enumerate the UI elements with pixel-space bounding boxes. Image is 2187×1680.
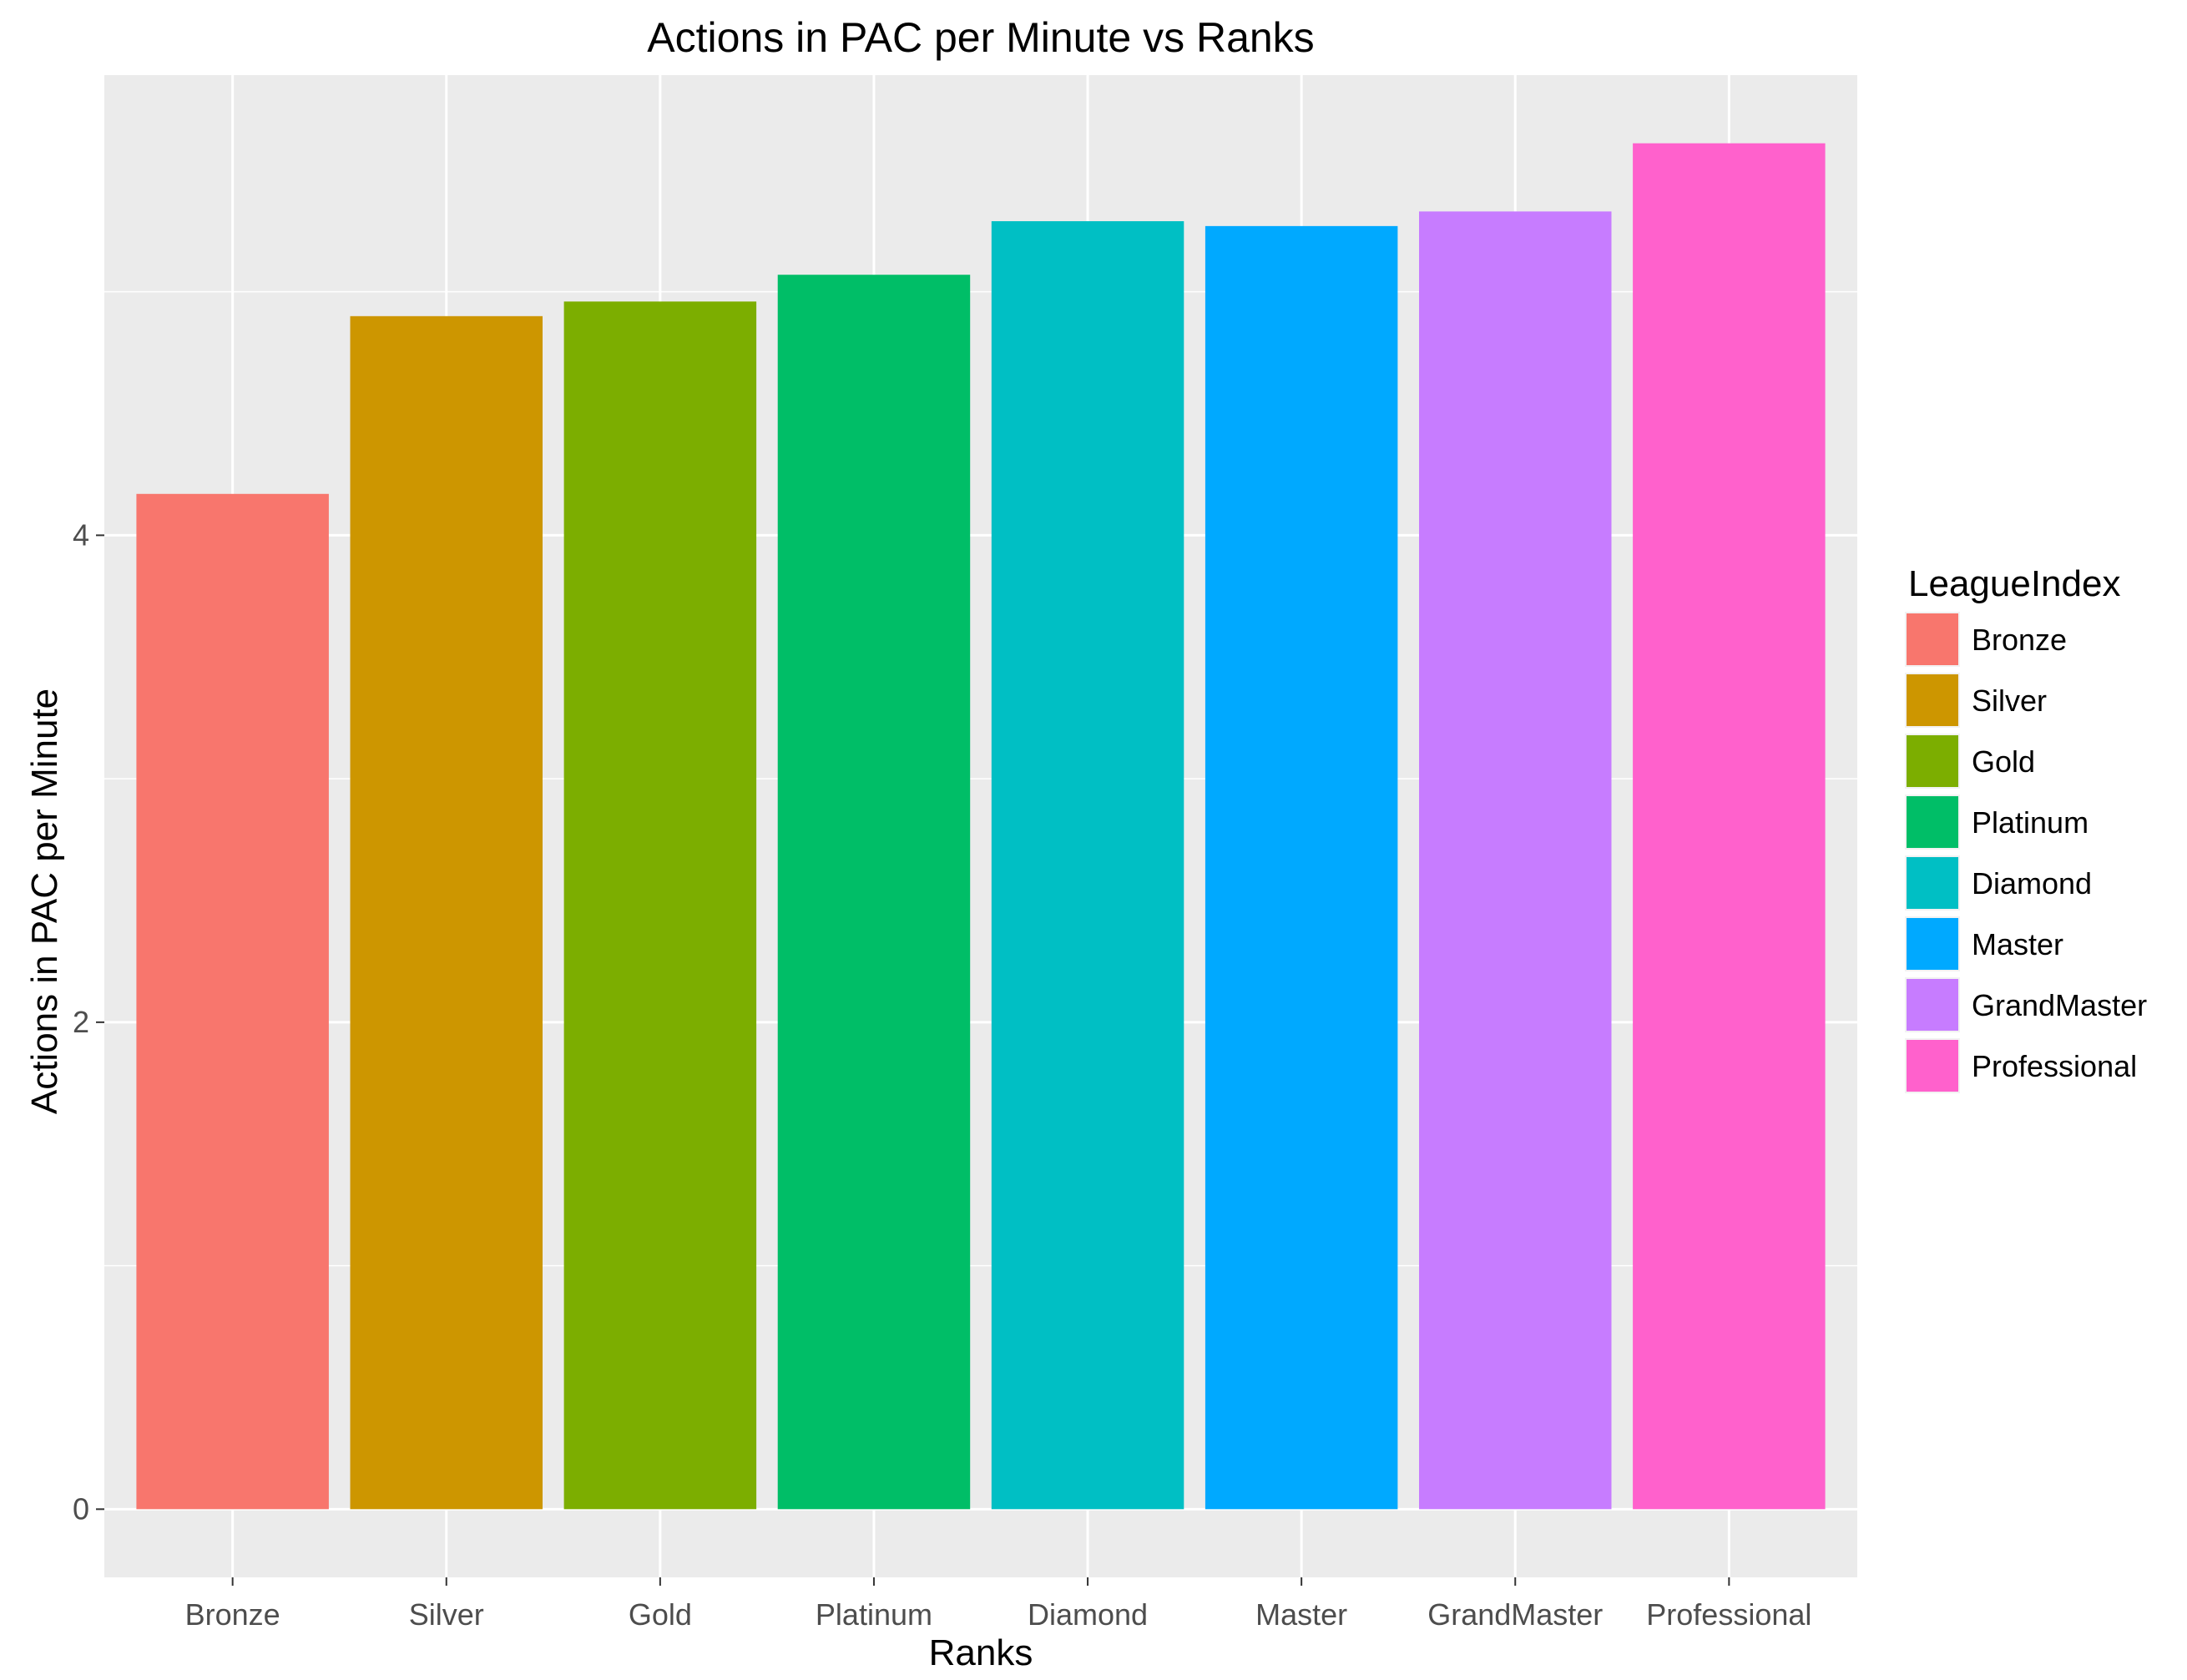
legend-swatch-gold: [1907, 735, 1958, 787]
legend-label: GrandMaster: [1972, 988, 2147, 1022]
bars: [136, 143, 1826, 1510]
legend-items: Bronze Silver Gold Platinum Diamond Master Gra…: [1905, 612, 2147, 1093]
x-tick-label: Master: [1255, 1597, 1347, 1632]
legend-swatch-diamond: [1907, 857, 1958, 909]
y-tick-label: 0: [73, 1491, 89, 1526]
legend-swatch-grandmaster: [1907, 979, 1958, 1031]
y-axis-title: Actions in PAC per Minute: [24, 689, 65, 1114]
x-tick-label: Silver: [409, 1597, 484, 1632]
y-axis: 0 2 4: [73, 517, 104, 1526]
x-tick-label: GrandMaster: [1427, 1597, 1603, 1632]
legend-label: Platinum: [1972, 805, 2089, 840]
legend-swatch-bronze: [1907, 613, 1958, 665]
x-axis: Bronze Silver Gold Platinum Diamond Master Gra…: [185, 1577, 1811, 1632]
legend-swatch-master: [1907, 918, 1958, 970]
x-axis-title: Ranks: [929, 1632, 1033, 1673]
bar-silver: [350, 315, 543, 1510]
chart-title: Actions in PAC per Minute vs Ranks: [647, 14, 1314, 61]
bar-platinum: [777, 275, 971, 1510]
x-tick-label: Diamond: [1028, 1597, 1148, 1632]
legend-label: Gold: [1972, 744, 2035, 779]
legend-label: Diamond: [1972, 866, 2092, 901]
legend-label: Silver: [1972, 684, 2047, 718]
bar-gold: [563, 301, 757, 1510]
legend: LeagueIndex Bronze Silver Gold Platinum Diam…: [1905, 563, 2147, 1093]
y-tick-label: 2: [73, 1005, 89, 1039]
legend-swatch-silver: [1907, 674, 1958, 726]
legend-label: Master: [1972, 927, 2063, 961]
bar-professional: [1633, 143, 1826, 1510]
bar-bronze: [136, 493, 329, 1510]
bar-grandmaster: [1419, 211, 1612, 1510]
x-tick-label: Professional: [1646, 1597, 1811, 1632]
x-tick-label: Platinum: [816, 1597, 932, 1632]
y-tick-label: 4: [73, 517, 89, 552]
x-tick-label: Bronze: [185, 1597, 280, 1632]
bar-master: [1205, 225, 1398, 1510]
legend-swatch-platinum: [1907, 796, 1958, 848]
x-tick-label: Gold: [629, 1597, 692, 1632]
legend-title: LeagueIndex: [1908, 563, 2120, 604]
legend-swatch-professional: [1907, 1040, 1958, 1092]
legend-label: Professional: [1972, 1049, 2137, 1083]
legend-label: Bronze: [1972, 623, 2067, 657]
bar-diamond: [991, 221, 1184, 1510]
